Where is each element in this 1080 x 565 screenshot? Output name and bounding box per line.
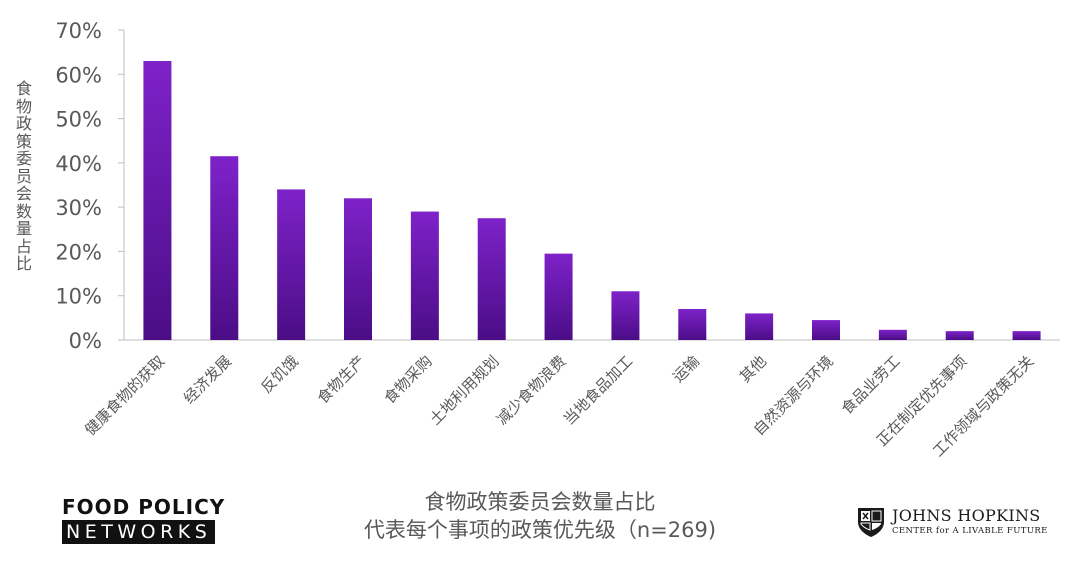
bar [678,309,707,340]
bar [544,253,573,340]
food-policy-networks-logo: FOOD POLICY NETWORKS [62,496,225,544]
x-tick-label: 健康食物的获取 [81,352,168,439]
y-axis-title: 食物政策委员会数量占比 [15,79,32,273]
chart-caption: 食物政策委员会数量占比 代表每个事项的政策优先级（n=269) [300,488,780,544]
bar [210,156,239,340]
bar-chart: 0%10%20%30%40%50%60%70% 健康食物的获取 经济发展 反饥饿 食物… [55,19,1060,460]
logo-text-bottom: NETWORKS [62,520,216,544]
y-tick-label: 20% [55,240,102,264]
x-axis-labels: 健康食物的获取 经济发展 反饥饿 食物生产 食物采购土地利用规划减少食物浪费当地食品加工… [81,352,1037,460]
bar [477,218,506,340]
caption-line-1: 食物政策委员会数量占比 [424,490,656,514]
shield-icon [858,508,884,537]
bar [1012,331,1041,340]
logo-jh-name: JOHNS HOPKINS [892,506,1041,525]
x-tick-label: 食品业劳工 [838,352,904,418]
x-tick-label: 减少食物浪费 [493,352,569,428]
y-tick-label: 60% [55,63,102,87]
x-tick-label: 食物采购 [381,352,436,407]
bar [143,61,172,340]
x-tick-label: 反饥饿 [257,352,302,397]
y-axis: 0% 10% 20% 30% 40% 50% 60% 70% [55,19,1060,353]
y-tick-label: 10% [55,285,102,309]
y-tick-label: 0% [69,329,102,353]
logo-text-top: FOOD POLICY [62,495,226,519]
y-tick-label: 70% [55,19,102,43]
x-tick-label: 食物生产 [314,352,369,407]
bar [410,211,439,340]
x-tick-label: 其他 [736,352,770,386]
caption-line-2: 代表每个事项的政策优先级（n=269) [363,518,717,542]
bar [812,320,840,340]
x-tick-label: 土地利用规划 [426,352,502,428]
logo-jh-subtitle: CENTER for A LIVABLE FUTURE [892,526,1048,536]
bar [611,291,640,340]
x-tick-label: 运输 [669,352,703,386]
y-tick-label: 50% [55,108,102,132]
bar [344,198,372,340]
x-tick-label: 经济发展 [180,352,235,407]
bars [143,61,1041,340]
bar [745,313,774,340]
y-tick-label: 30% [55,196,102,220]
y-tick-label: 40% [55,152,102,176]
x-tick-label: 当地食品加工 [560,352,636,428]
bar [945,331,974,340]
bar [878,329,907,340]
bar [277,189,306,340]
